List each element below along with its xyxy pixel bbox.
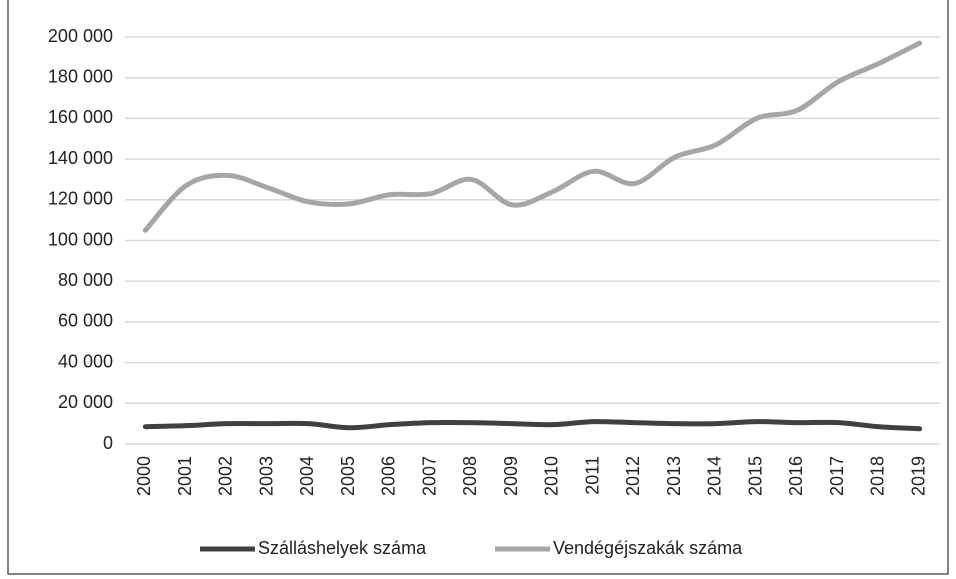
x-tick-label: 2004 <box>297 456 317 496</box>
line-series <box>142 40 923 233</box>
y-tick-label: 60 000 <box>58 311 113 331</box>
y-tick-label: 140 000 <box>48 148 113 168</box>
x-tick-label: 2015 <box>745 456 765 496</box>
x-tick-label: 2007 <box>419 456 439 496</box>
y-tick-label: 20 000 <box>58 392 113 412</box>
y-tick-label: 160 000 <box>48 107 113 127</box>
y-tick-label: 200 000 <box>48 26 113 46</box>
x-tick-label: 2005 <box>338 456 358 496</box>
x-tick-label: 2017 <box>827 456 847 496</box>
chart-border <box>7 0 949 575</box>
y-tick-label: 40 000 <box>58 351 113 371</box>
y-tick-label: 0 <box>103 433 113 453</box>
x-tick-label: 2001 <box>175 456 195 496</box>
y-tick-label: 100 000 <box>48 229 113 249</box>
legend-label: Vendégéjszakák száma <box>553 538 743 558</box>
x-tick-label: 2018 <box>868 456 888 496</box>
x-tick-label: 2010 <box>542 456 562 496</box>
line-series <box>142 419 923 432</box>
y-tick-label: 120 000 <box>48 189 113 209</box>
x-tick-label: 2012 <box>623 456 643 496</box>
x-tick-label: 2006 <box>379 456 399 496</box>
x-tick-label: 2003 <box>256 456 276 496</box>
x-tick-label: 2000 <box>134 456 154 496</box>
y-tick-label: 80 000 <box>58 270 113 290</box>
x-tick-label: 2014 <box>705 456 725 496</box>
x-tick-label: 2002 <box>216 456 236 496</box>
x-tick-label: 2009 <box>501 456 521 496</box>
x-tick-label: 2013 <box>664 456 684 496</box>
x-tick-label: 2011 <box>582 456 602 495</box>
x-tick-label: 2008 <box>460 456 480 496</box>
x-tick-label: 2016 <box>786 456 806 496</box>
x-tick-label: 2019 <box>908 456 928 496</box>
y-tick-label: 180 000 <box>48 66 113 86</box>
legend-label: Szálláshelyek száma <box>258 538 427 558</box>
